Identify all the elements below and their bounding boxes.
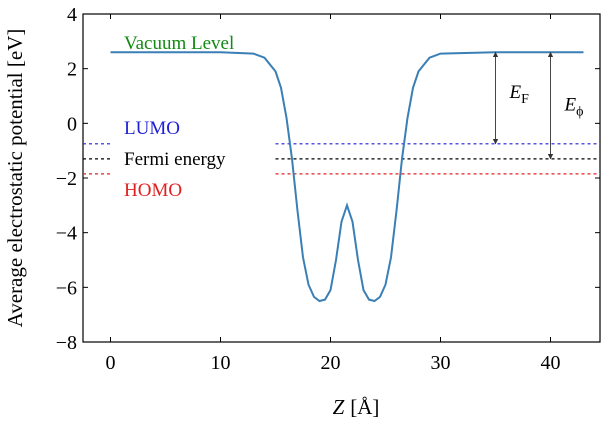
x-axis-unit: [Å] [350,395,379,419]
plot-frame [82,13,601,343]
energy-levels [83,143,600,175]
y-tick-label: −2 [56,168,77,190]
x-tick-label: 10 [211,352,231,374]
lumo-label: LUMO [124,118,180,139]
x-tick-label: 40 [541,352,561,374]
x-tick-label: 20 [321,352,341,374]
arrow-label: EF [509,82,530,107]
vacuum-level-label: Vacuum Level [124,33,234,54]
y-axis-title: Average electrostatic potential [eV] [3,29,27,328]
energy-arrows: EF Eϕ [492,51,584,160]
y-tick-label: 2 [67,59,77,81]
y-tick-label: 4 [67,4,77,26]
arrow-label: Eϕ [564,95,584,120]
y-tick-label: −8 [56,332,77,354]
x-tick-label: 0 [106,352,116,374]
x-axis-title: Z [Å] [333,395,380,419]
y-tick-label: −6 [56,277,77,299]
homo-label: HOMO [124,180,182,201]
x-tick-label: 30 [431,352,451,374]
y-tick-label: −4 [56,223,77,245]
fermi-energy-label: Fermi energy [124,149,226,170]
y-axis: −8 −6 −4 −2 0 2 4 [56,4,600,354]
x-axis: 0 10 20 30 40 [106,14,561,374]
potential-curve [110,51,584,303]
y-tick-label: 0 [67,113,77,135]
x-axis-variable: Z [333,395,345,419]
